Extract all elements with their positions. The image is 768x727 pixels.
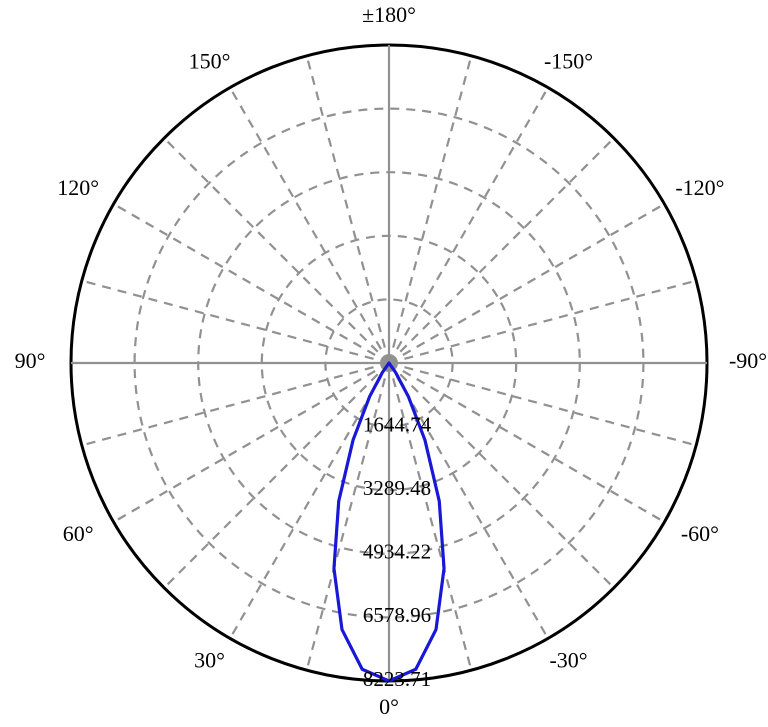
angle-label: 150° (189, 48, 231, 73)
angle-label: 120° (57, 175, 99, 200)
angular-spoke (164, 138, 389, 363)
angle-label: 30° (194, 648, 225, 673)
angle-label: -30° (549, 648, 587, 673)
angle-label: 90° (15, 348, 46, 373)
angular-spoke (114, 204, 389, 363)
angle-label: -90° (729, 348, 767, 373)
angular-spoke (230, 88, 389, 363)
angle-label: 0° (379, 694, 399, 719)
radial-tick-label: 8223.71 (363, 667, 431, 691)
radial-tick-label: 4934.22 (363, 540, 431, 564)
angular-spoke (114, 363, 389, 522)
angular-spoke (389, 204, 664, 363)
angular-spoke (307, 56, 389, 363)
radial-tick-label: 1644.74 (363, 412, 432, 436)
radial-tick-label: 6578.96 (363, 603, 431, 627)
angular-spoke (389, 281, 696, 363)
radial-tick-label: 3289.48 (363, 476, 431, 500)
angular-spoke (389, 363, 696, 445)
angular-spoke (82, 363, 389, 445)
angle-label: ±180° (362, 2, 416, 27)
angle-label: -60° (681, 521, 719, 546)
angle-label: 60° (63, 521, 94, 546)
angular-spoke (389, 88, 548, 363)
angular-spoke (164, 363, 389, 588)
angular-spoke (82, 281, 389, 363)
polar-chart: 1644.74 3289.48 4934.22 6578.96 8223.71 0° 30°… (0, 0, 768, 727)
angle-label: -150° (544, 48, 593, 73)
angle-label: -120° (675, 175, 724, 200)
angular-spoke (389, 138, 614, 363)
angular-spoke (389, 56, 471, 363)
